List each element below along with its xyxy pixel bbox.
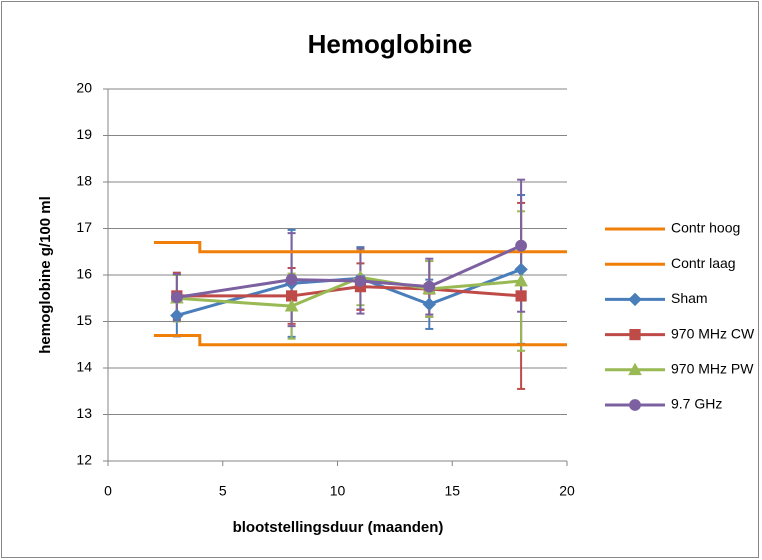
- y-tick-label: 12: [76, 452, 92, 468]
- legend-label: 970 MHz PW: [671, 361, 754, 377]
- series-line: [153, 333, 567, 347]
- data-point: [170, 308, 184, 323]
- x-tick-label: 0: [104, 483, 112, 499]
- x-tick-label: 10: [330, 483, 346, 499]
- data-point: [170, 291, 183, 304]
- x-tick-label: 20: [559, 483, 575, 499]
- legend-marker: [628, 292, 642, 307]
- legend-label: Contr hoog: [671, 220, 740, 236]
- legend-marker: [628, 362, 642, 376]
- legend-marker: [629, 399, 641, 411]
- y-tick-label: 15: [76, 312, 92, 328]
- legend-label: 970 MHz CW: [671, 325, 755, 341]
- y-tick-label: 20: [76, 80, 92, 96]
- data-point: [515, 290, 527, 302]
- y-tick-label: 18: [76, 173, 92, 189]
- series-line: [153, 240, 567, 254]
- data-point: [422, 297, 437, 312]
- legend-label: Contr laag: [671, 255, 736, 271]
- y-axis-title: hemoglobine g/100 ml: [37, 196, 54, 354]
- legend-label: Sham: [671, 290, 708, 306]
- y-tick-label: 14: [76, 359, 92, 375]
- legend-marker: [629, 329, 641, 341]
- data-point: [285, 273, 298, 286]
- data-point: [515, 239, 527, 252]
- x-tick-label: 5: [219, 483, 227, 499]
- y-tick-label: 17: [76, 219, 92, 235]
- x-tick-label: 15: [444, 483, 460, 499]
- legend-label: 9.7 GHz: [671, 396, 722, 412]
- y-tick-label: 16: [76, 266, 92, 282]
- x-axis-title: blootstellingsduur (maanden): [233, 519, 444, 536]
- chart-title: Hemoglobine: [308, 29, 473, 59]
- y-tick-label: 13: [76, 405, 92, 421]
- data-point: [514, 274, 528, 287]
- data-point: [354, 275, 367, 287]
- data-point: [284, 299, 299, 312]
- data-point: [423, 280, 436, 293]
- y-tick-label: 19: [76, 126, 92, 142]
